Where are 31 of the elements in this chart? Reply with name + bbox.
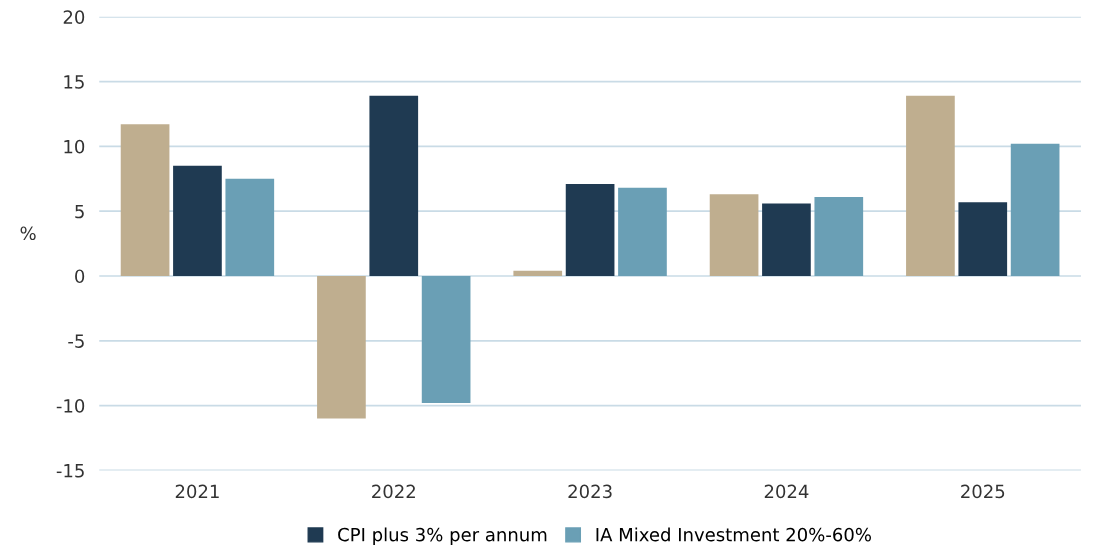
y-tick-label: -10 — [56, 399, 85, 413]
legend-label: IA Mixed Investment 20%-60% — [596, 527, 871, 542]
y-tick-label: 0 — [75, 269, 85, 284]
x-tick-label: 2022 — [372, 484, 415, 499]
bar — [565, 183, 615, 276]
y-tick-label: -15 — [56, 464, 84, 478]
bar — [709, 194, 759, 276]
x-tick-label: 2021 — [175, 484, 219, 499]
y-tick-label: 20 — [63, 10, 85, 24]
bar — [513, 270, 563, 276]
bar — [1010, 143, 1060, 276]
bar — [958, 202, 1008, 276]
bar — [814, 196, 864, 276]
bar — [369, 95, 419, 276]
bar — [317, 276, 366, 419]
y-tick-label: 5 — [75, 204, 84, 219]
y-tick-label: 15 — [64, 75, 84, 89]
bar — [421, 276, 471, 404]
y-tick-label: -5 — [68, 334, 84, 348]
bar — [120, 124, 170, 276]
x-tick-label: 2025 — [961, 484, 1005, 499]
x-tick-label: 2023 — [568, 484, 612, 499]
bar — [906, 95, 955, 276]
legend-label: CPI plus 3% per annum — [338, 527, 547, 545]
bar — [762, 203, 811, 276]
x-tick-label: 2024 — [764, 484, 809, 499]
bar — [173, 165, 222, 276]
y-axis-title: % — [20, 226, 36, 241]
bar — [618, 187, 667, 276]
y-tick-label: 10 — [64, 139, 85, 154]
bar — [225, 178, 275, 276]
